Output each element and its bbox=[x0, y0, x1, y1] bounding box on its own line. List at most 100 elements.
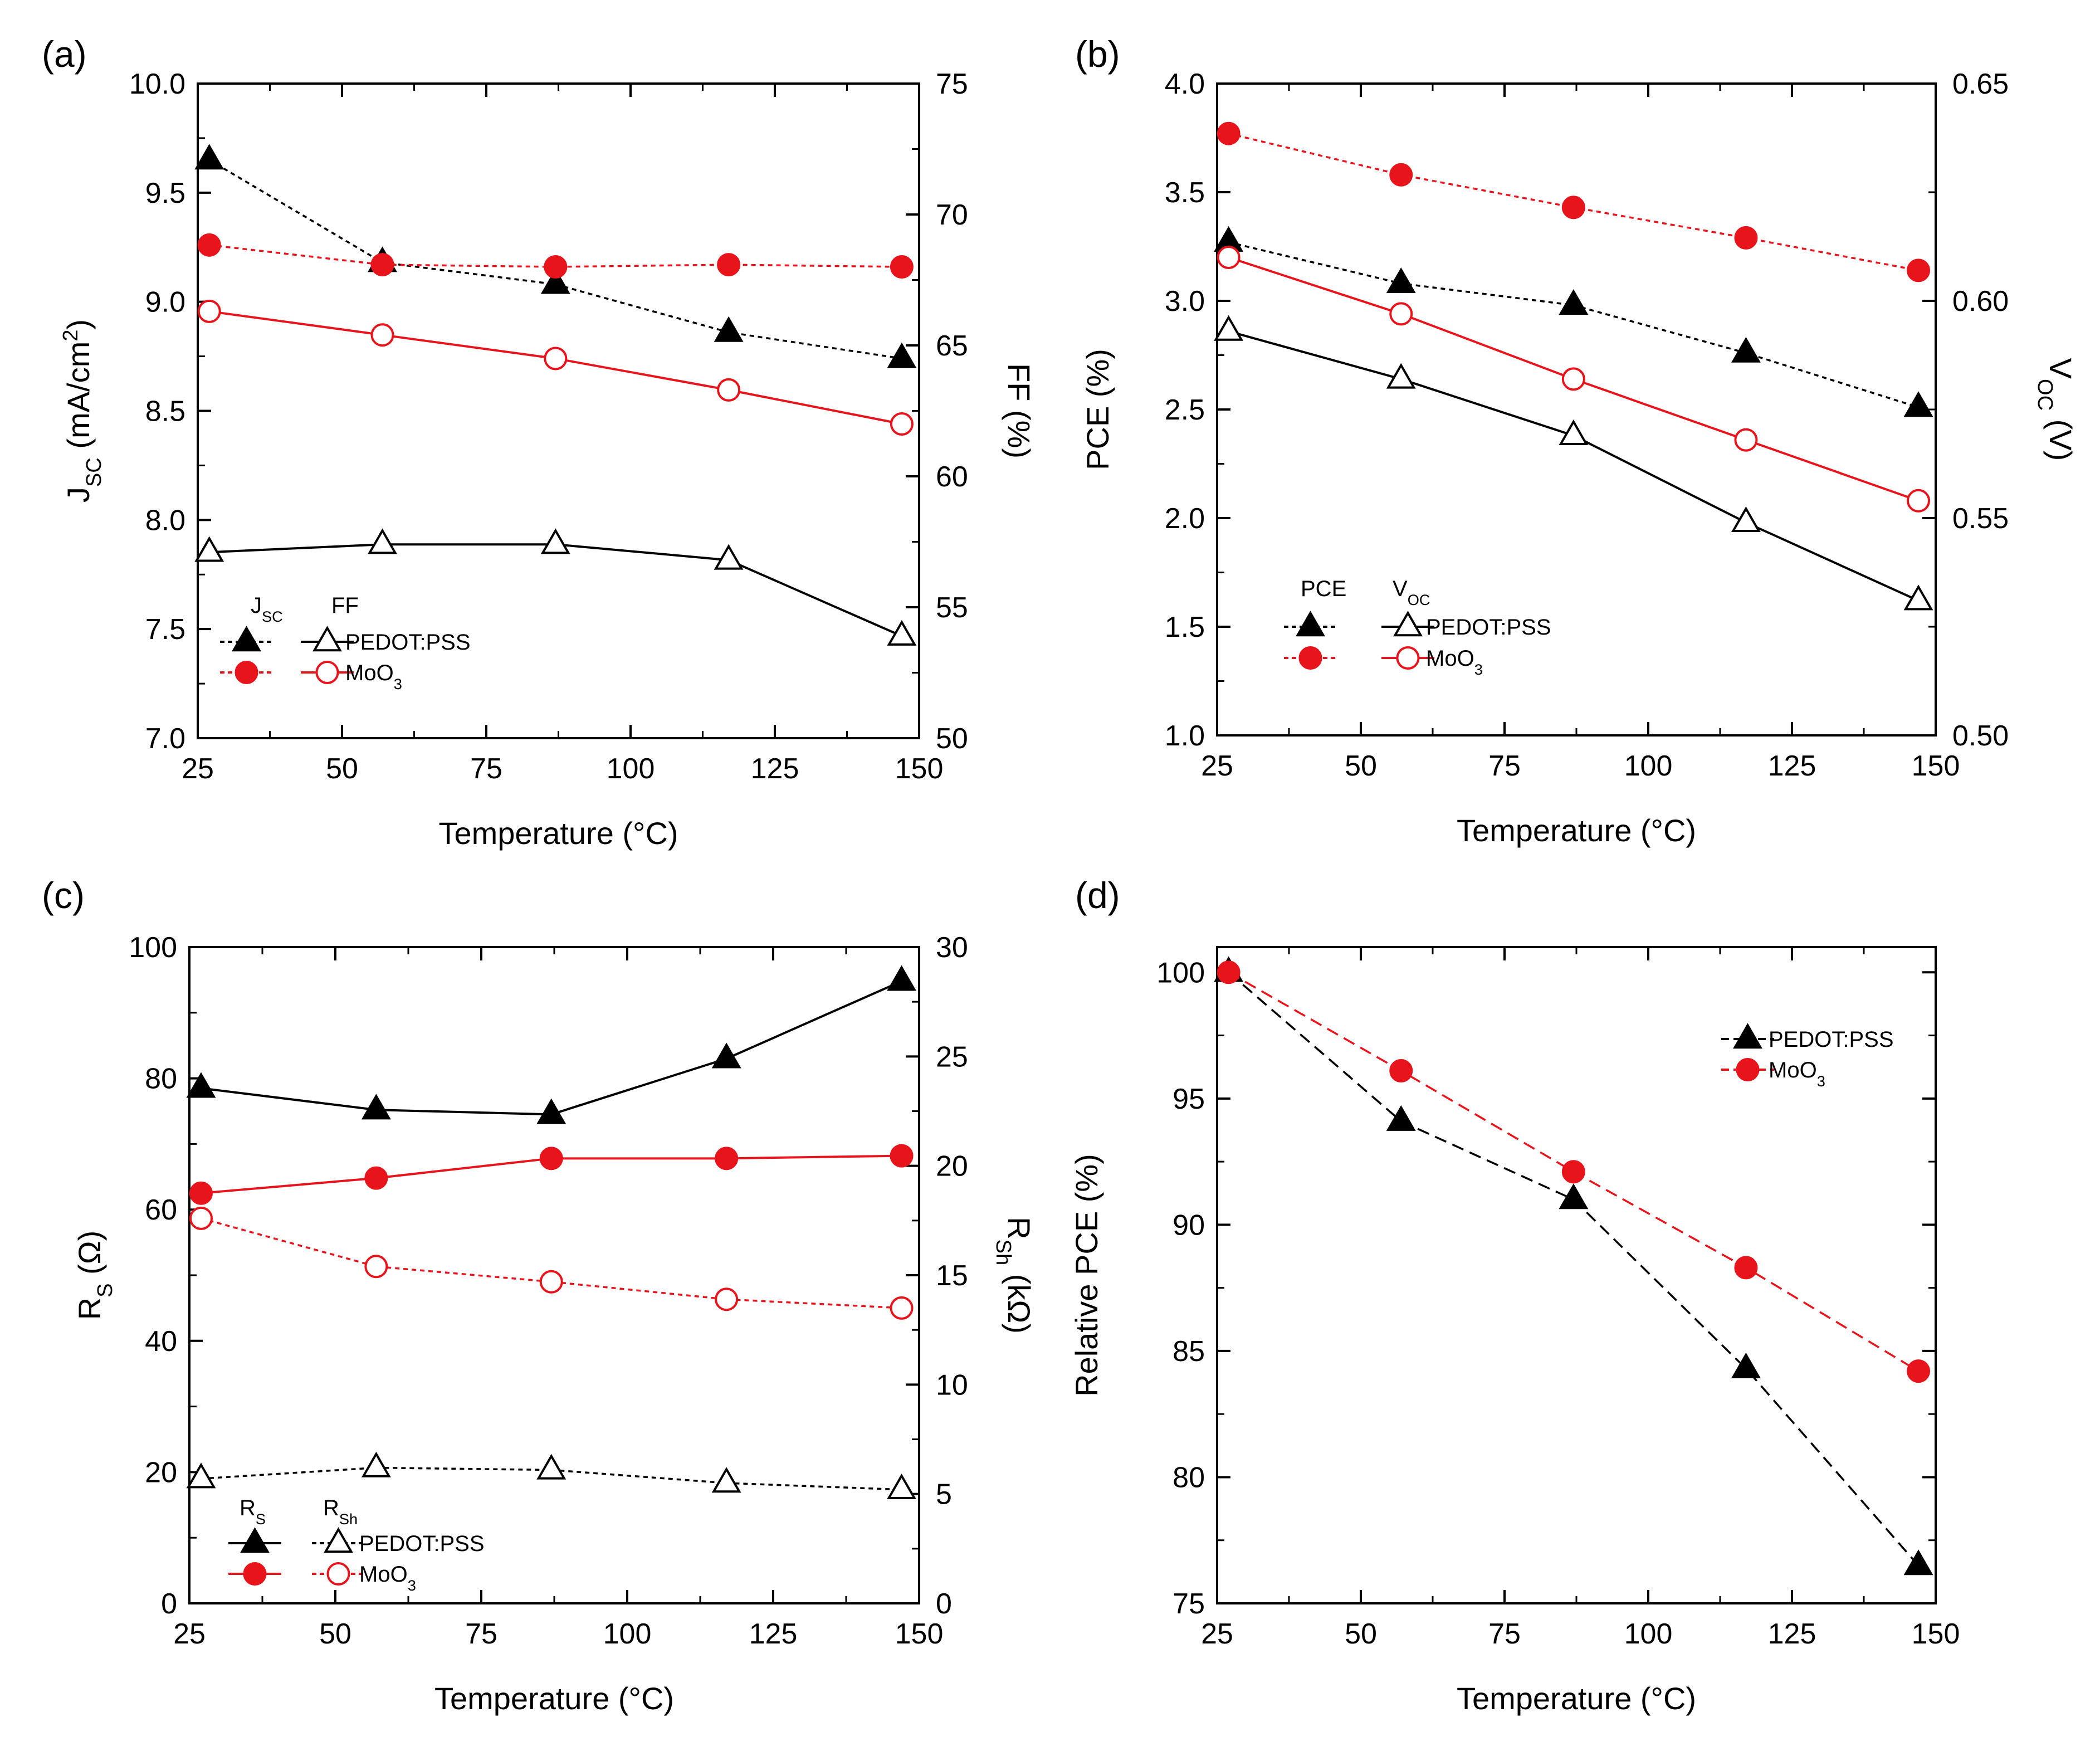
legend-entry-label: MoO3 bbox=[359, 1562, 416, 1594]
legend-sample-marker bbox=[1736, 1058, 1760, 1081]
series-pedot-pss-rsh bbox=[186, 1451, 917, 1500]
y-tick-label: 95 bbox=[1173, 1083, 1205, 1115]
plot-frame bbox=[1216, 82, 1937, 737]
y-tick-label: 9.0 bbox=[145, 286, 185, 319]
x-tick-label: 125 bbox=[749, 1618, 798, 1650]
y2-axis-label-part: V bbox=[2043, 358, 2078, 379]
y-tick-label: 90 bbox=[1173, 1209, 1205, 1241]
y-axis-label-part: 2 bbox=[59, 330, 82, 342]
x-axis-label: Temperature (°C) bbox=[438, 816, 678, 851]
y-axis-label-part: (mA/cm bbox=[61, 342, 96, 457]
panel-label: (b) bbox=[1075, 33, 1120, 75]
data-point bbox=[717, 378, 741, 402]
y-tick-label: 1.5 bbox=[1165, 611, 1205, 643]
data-point bbox=[1389, 163, 1413, 187]
legend-sample-right-marker bbox=[315, 661, 339, 684]
data-point bbox=[361, 1094, 391, 1120]
data-point bbox=[540, 268, 570, 294]
legend-header: RSh bbox=[323, 1496, 358, 1528]
legend-sample-right-marker bbox=[1396, 646, 1420, 670]
y2-tick-label: 0.60 bbox=[1952, 285, 2009, 318]
legend-sample-left-marker bbox=[243, 1562, 267, 1586]
y-tick-label: 3.0 bbox=[1165, 285, 1205, 318]
y-tick-label: 100 bbox=[129, 931, 177, 964]
plot-frame bbox=[197, 82, 920, 739]
data-point bbox=[887, 342, 917, 368]
y-tick-label: 10.0 bbox=[129, 68, 185, 100]
x-axis-label: Temperature (°C) bbox=[434, 1681, 674, 1716]
x-tick-label: 150 bbox=[895, 1618, 944, 1650]
y2-tick-label: 75 bbox=[936, 68, 968, 100]
data-point bbox=[1903, 584, 1933, 611]
data-point bbox=[1903, 1549, 1933, 1576]
x-tick-label: 100 bbox=[1624, 750, 1673, 782]
data-point bbox=[1389, 302, 1413, 326]
y-tick-label: 75 bbox=[1173, 1588, 1205, 1620]
data-point bbox=[711, 1467, 741, 1493]
legend-sample-right-marker bbox=[1393, 611, 1423, 637]
legend-entry-label-part: MoO bbox=[1769, 1058, 1817, 1082]
data-point bbox=[194, 144, 224, 170]
data-point bbox=[540, 528, 570, 554]
series-line bbox=[208, 159, 902, 360]
y-tick-label: 8.5 bbox=[145, 396, 185, 428]
y2-tick-label: 50 bbox=[936, 723, 968, 755]
data-point bbox=[714, 316, 744, 342]
y-axis-label: JSC (mA/cm2) bbox=[59, 319, 106, 503]
x-tick-label: 75 bbox=[1488, 750, 1521, 782]
y-tick-label: 2.0 bbox=[1165, 503, 1205, 535]
legend: JSC FF PEDOT:PSS MoO3 bbox=[220, 593, 471, 692]
legend-header-part: Sh bbox=[339, 1510, 358, 1528]
series-line bbox=[201, 1217, 902, 1309]
data-point bbox=[1734, 226, 1758, 250]
y2-tick-label: 25 bbox=[936, 1041, 968, 1073]
y-tick-label: 20 bbox=[145, 1456, 177, 1489]
y-tick-label: 8.0 bbox=[145, 504, 185, 536]
series-line bbox=[209, 543, 902, 637]
data-point bbox=[1217, 121, 1241, 145]
data-point bbox=[536, 1098, 566, 1124]
y-tick-label: 2.5 bbox=[1165, 394, 1205, 426]
y2-axis-label: RSh (kΩ) bbox=[992, 1217, 1037, 1334]
data-point bbox=[1731, 1352, 1761, 1378]
legend-entry-label-part: MoO bbox=[1426, 646, 1474, 671]
y-tick-label: 7.5 bbox=[145, 613, 185, 646]
data-point bbox=[714, 544, 744, 570]
data-point bbox=[1734, 428, 1758, 452]
legend-header-part: PCE bbox=[1301, 577, 1346, 601]
y2-axis-label: FF (%) bbox=[1002, 363, 1037, 459]
legend: PCE VOC PEDOT:PSS MoO3 bbox=[1284, 577, 1551, 678]
series-line bbox=[201, 980, 902, 1116]
legend-header: JSC bbox=[251, 593, 283, 625]
legend-header-part: SC bbox=[262, 608, 283, 625]
x-tick-label: 75 bbox=[465, 1618, 497, 1650]
data-point bbox=[370, 253, 394, 277]
panel-a: (a) 25 50 75 100 125 150 Temperature (°C) 7.0 7.5… bbox=[42, 33, 1037, 851]
data-point bbox=[197, 233, 221, 257]
legend-entry-label: PEDOT:PSS bbox=[1769, 1027, 1894, 1052]
y-tick-label: 80 bbox=[1173, 1461, 1205, 1494]
x-tick-label: 100 bbox=[607, 753, 655, 785]
legend-entry-label: PEDOT:PSS bbox=[359, 1531, 485, 1556]
series-moo3-rs bbox=[189, 1144, 914, 1205]
y-axis-label-part: ) bbox=[61, 319, 96, 330]
data-point bbox=[1731, 336, 1761, 363]
series-pedot-pss-ff bbox=[194, 528, 917, 646]
legend-sample-left-marker bbox=[232, 626, 261, 652]
data-point bbox=[887, 620, 917, 646]
data-point bbox=[370, 323, 394, 347]
data-point bbox=[544, 347, 568, 370]
legend: PEDOT:PSS MoO3 bbox=[1721, 1023, 1894, 1090]
legend-entry-label: MoO3 bbox=[1769, 1058, 1825, 1090]
series-line bbox=[209, 244, 902, 268]
data-point bbox=[1386, 267, 1416, 293]
y2-axis-label-part: (V) bbox=[2043, 411, 2078, 461]
y-tick-label: 80 bbox=[145, 1063, 177, 1095]
data-point bbox=[194, 536, 224, 562]
legend-entry-label-part: 3 bbox=[408, 1577, 416, 1594]
legend-header: VOC bbox=[1393, 577, 1430, 608]
data-point bbox=[1559, 289, 1589, 315]
legend-entry-label: MoO3 bbox=[345, 661, 402, 692]
